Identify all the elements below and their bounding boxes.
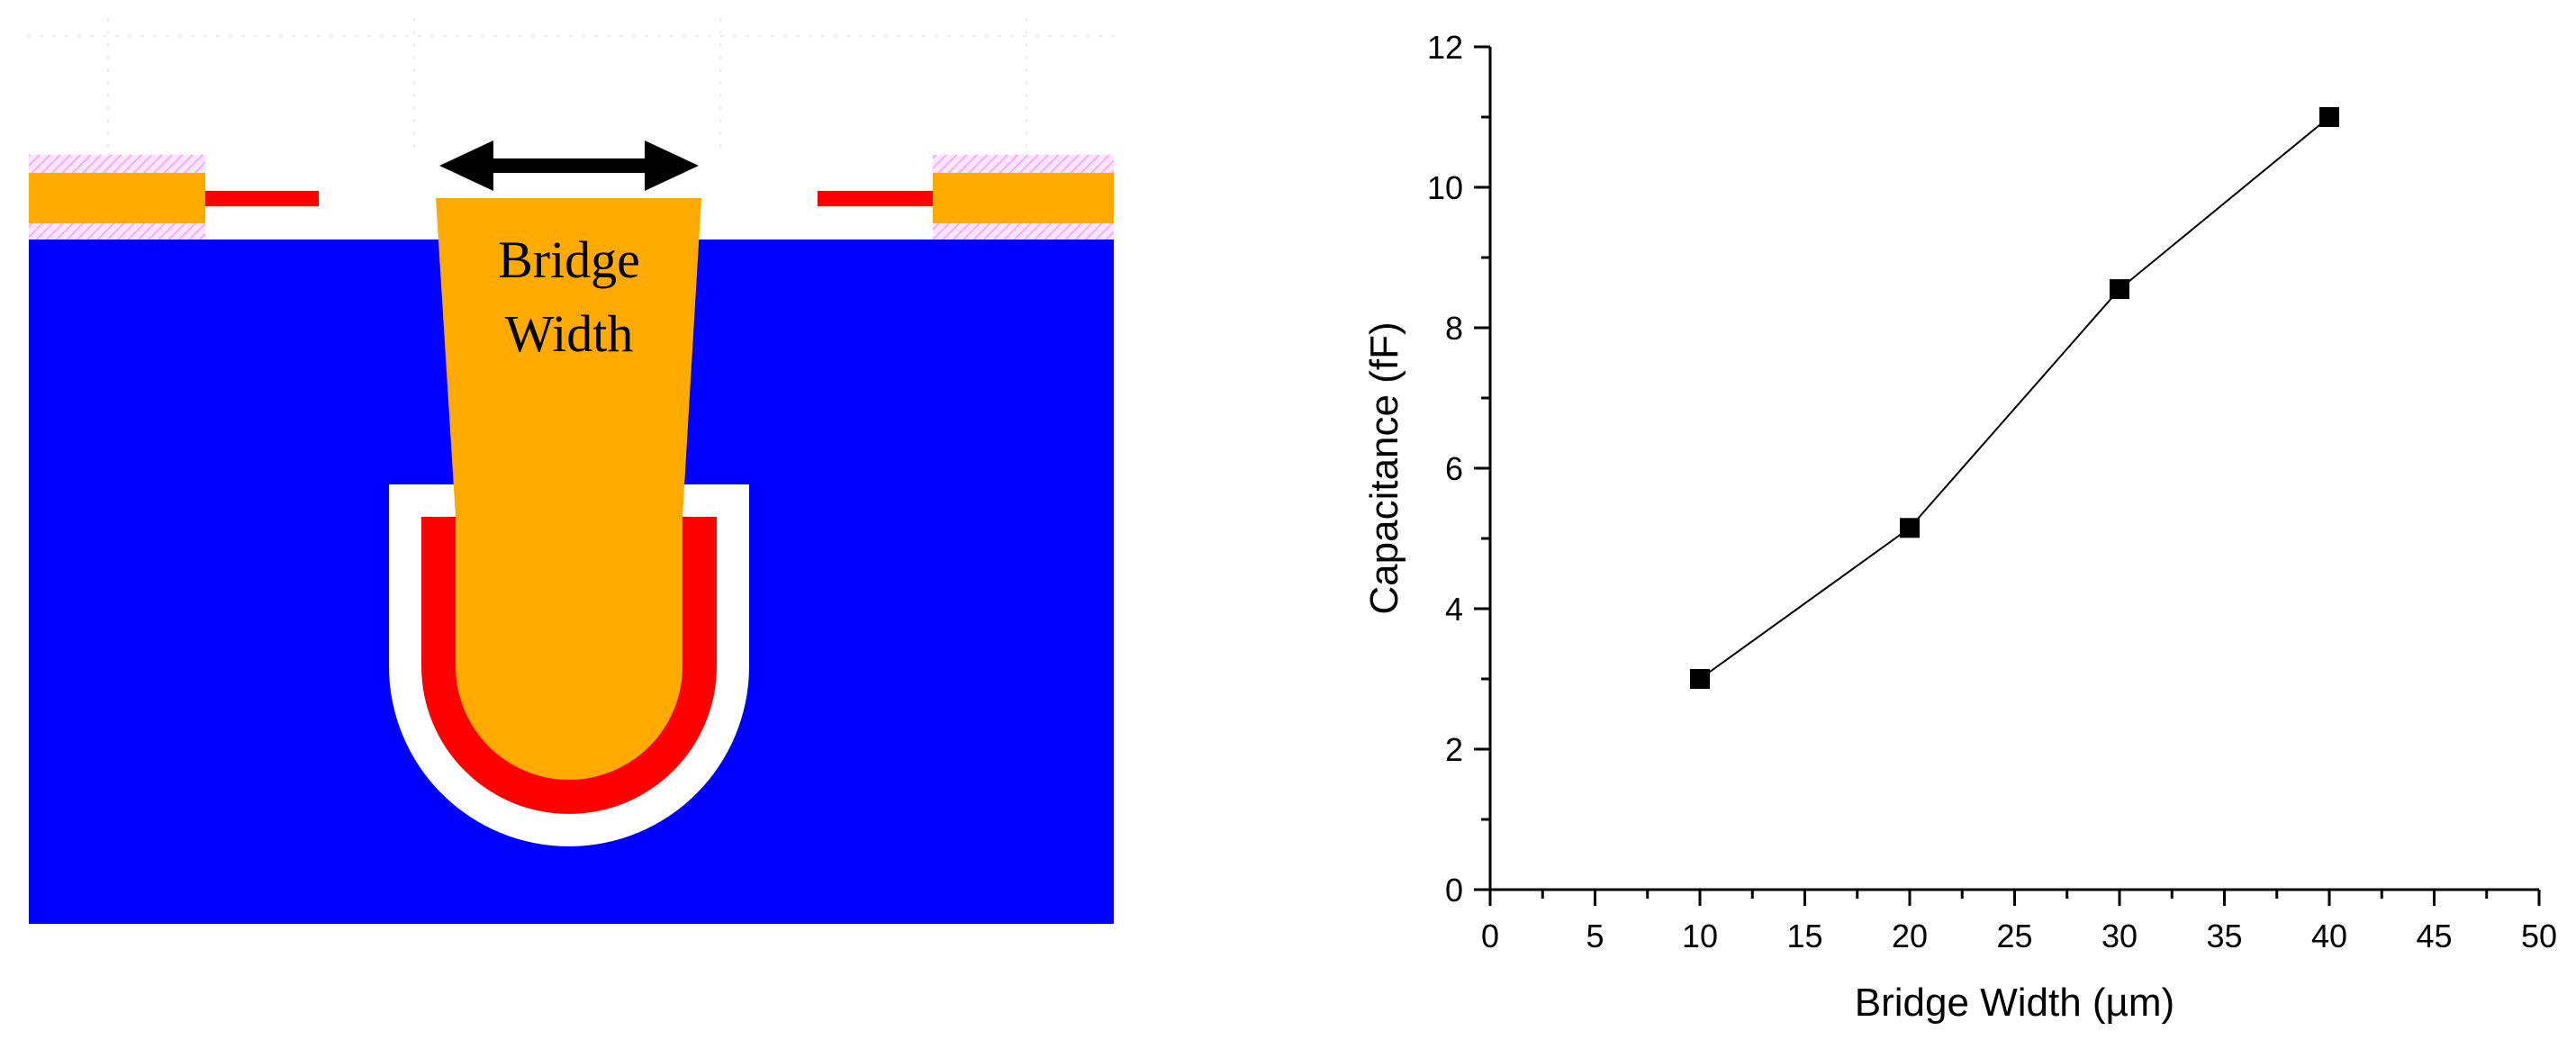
data-series: [1690, 107, 2339, 689]
x-tick-label: 0: [1481, 918, 1499, 954]
series-line: [1699, 116, 2330, 680]
y-tick-label: 0: [1445, 872, 1463, 909]
axis-ticks: 0 5 10 15 20 25 30 35 40 45 50 0 2 4 6 8 10 12: [1427, 29, 2557, 954]
x-tick-label: 15: [1786, 918, 1822, 954]
data-point-marker: [1900, 518, 1920, 538]
bridge-width-label-line1: Bridge: [498, 231, 640, 289]
x-tick-label: 25: [1996, 918, 2032, 954]
data-point-marker: [2319, 107, 2339, 127]
bridge-width-arrow: [439, 140, 699, 191]
right-pad: [933, 155, 1114, 240]
capacitance-chart: 0 5 10 15 20 25 30 35 40 45 50 0 2 4 6 8 10 12 Bridge Wid…: [1362, 29, 2557, 1025]
background-grid: [27, 18, 1116, 153]
x-tick-label: 45: [2416, 918, 2452, 954]
bridge: [436, 198, 701, 780]
bridge-width-label-line2: Width: [505, 304, 634, 363]
x-tick-label: 40: [2311, 918, 2347, 954]
y-tick-label: 12: [1427, 29, 1463, 66]
axes: [1488, 47, 2539, 891]
y-tick-label: 8: [1445, 310, 1463, 347]
data-point-marker: [2110, 279, 2129, 300]
y-tick-label: 6: [1445, 450, 1463, 487]
y-axis-label: Capacitance (fF): [1362, 321, 1406, 614]
x-tick-label: 30: [2101, 918, 2138, 954]
y-tick-label: 4: [1445, 591, 1463, 628]
left-gap-line: [205, 191, 319, 206]
y-tick-label: 10: [1427, 169, 1463, 206]
y-tick-label: 2: [1445, 731, 1463, 768]
x-tick-label: 5: [1586, 918, 1604, 954]
bridge-cross-section-diagram: Bridge Width: [27, 18, 1116, 924]
x-axis-label: Bridge Width (µm): [1855, 981, 2174, 1025]
x-tick-label: 35: [2206, 918, 2242, 954]
data-point-marker: [1690, 669, 1710, 689]
x-tick-label: 20: [1892, 918, 1928, 954]
left-pad: [29, 155, 205, 240]
right-gap-line: [818, 191, 933, 206]
x-tick-label: 50: [2521, 918, 2557, 954]
x-tick-label: 10: [1682, 918, 1718, 954]
